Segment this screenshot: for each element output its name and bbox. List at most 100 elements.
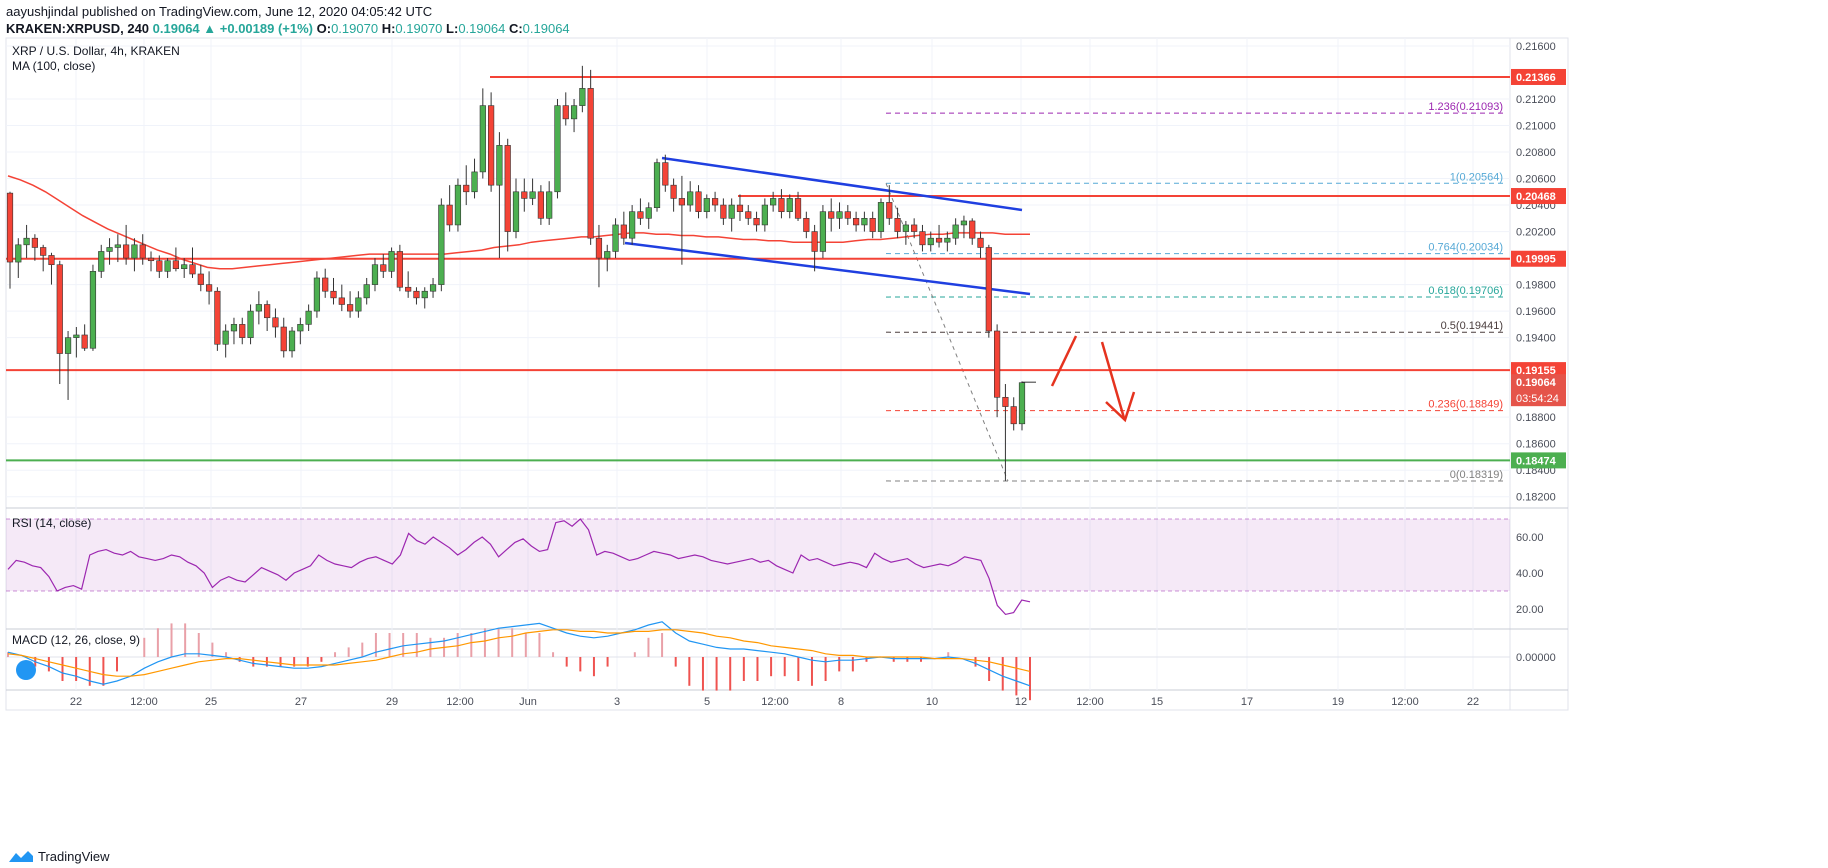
chart-frame (5, 37, 1569, 711)
fib-level-label: 0.764(0.20034) (1428, 242, 1503, 254)
macd-tick-label: 0.00000 (1516, 652, 1556, 664)
candle-body (653, 162, 661, 208)
candle-body (81, 334, 88, 349)
candle-body (662, 162, 669, 186)
candle-body (803, 218, 810, 232)
open-value: 0.19070 (331, 21, 379, 36)
candle (205, 271, 213, 305)
candle-body (794, 198, 802, 219)
candle (935, 224, 943, 248)
candle-body (952, 224, 959, 239)
candle-body (512, 191, 520, 232)
x-tick-label: 5 (704, 696, 710, 708)
candle-body (836, 211, 843, 219)
high-value: 0.19070 (395, 21, 443, 36)
x-tick-label: 12:00 (1076, 696, 1104, 708)
candle (64, 330, 72, 400)
rsi-line (7, 518, 1031, 616)
candle-body (645, 207, 652, 219)
candle-body (637, 211, 644, 219)
fib-level-label: 0(0.18319) (1450, 469, 1503, 481)
candle (529, 178, 536, 206)
candle-body (935, 237, 943, 243)
resistance-price-label: 0.19995 (1516, 254, 1556, 266)
high-label: H: (381, 21, 396, 36)
price-change: 0.19064 ▲ +0.00189 (+1%) (152, 21, 313, 36)
candle-body (355, 297, 362, 312)
candle (264, 300, 271, 331)
x-tick-label: 27 (295, 696, 307, 708)
main-pane-title: XRP / U.S. Dollar, 4h, KRAKEN (12, 44, 180, 58)
candle (313, 271, 321, 318)
candle-body (944, 237, 951, 243)
candle-body (703, 198, 710, 212)
candle-body (720, 204, 727, 219)
candle-body (488, 105, 495, 186)
candle (421, 287, 428, 309)
candle (994, 324, 1001, 418)
candle (612, 218, 619, 259)
candle (969, 218, 976, 245)
candle-body (288, 330, 296, 352)
ohlc-bar: KRAKEN:XRPUSD, 240 0.19064 ▲ +0.00189 (+… (6, 21, 570, 36)
candle-body (1018, 382, 1026, 425)
candle (629, 205, 636, 245)
candle (786, 194, 793, 219)
candle (172, 247, 180, 272)
candle (670, 178, 677, 212)
projection-down-arrow-shaft (1100, 341, 1126, 419)
candle-body (844, 211, 851, 219)
candle-body (446, 204, 453, 226)
candle-body (272, 317, 279, 328)
candle (496, 132, 503, 259)
author-name[interactable]: aayushjindal (6, 4, 79, 19)
close-label: C: (508, 21, 523, 36)
candle-body (778, 198, 785, 212)
candle-body (64, 337, 72, 354)
candle-body (695, 191, 702, 212)
candle-body (205, 284, 213, 292)
candle (703, 194, 710, 219)
candle (156, 255, 163, 278)
candle-body (919, 231, 926, 246)
candle-body (604, 251, 611, 259)
candle-body (786, 198, 793, 212)
resistance-price-label: 0.21366 (1516, 72, 1556, 84)
candle (546, 181, 553, 225)
candle-body (678, 198, 686, 206)
candle-body (156, 260, 163, 272)
candle (438, 198, 445, 292)
candle (463, 165, 470, 206)
candle-body (313, 277, 321, 312)
candle (852, 211, 860, 232)
fib-trend-line (885, 183, 1009, 482)
candle-body (405, 286, 412, 292)
candle-body (736, 204, 744, 212)
candle (247, 304, 254, 345)
candle (106, 238, 113, 265)
candle (346, 291, 354, 318)
candle-body (123, 244, 130, 259)
candle (429, 277, 437, 298)
candle-body (396, 251, 403, 288)
candle (322, 268, 329, 298)
candle (745, 205, 752, 225)
projection-up-stroke (1050, 335, 1078, 387)
price-tick-label: 0.19600 (1516, 306, 1556, 318)
candle (587, 69, 594, 245)
candle (73, 327, 80, 358)
candle (620, 211, 627, 245)
candle (828, 198, 835, 232)
candle-body (562, 105, 569, 120)
candle-body (421, 290, 428, 299)
candle-body (463, 184, 470, 193)
resistance-price-label: 0.19155 (1516, 365, 1556, 377)
candle (687, 181, 694, 212)
price-tick-label: 0.18800 (1516, 412, 1556, 424)
candle (363, 277, 370, 305)
brand-name[interactable]: TradingView (38, 849, 110, 864)
candle-body (902, 224, 909, 232)
candle-body (554, 105, 561, 193)
candle-body (388, 251, 395, 272)
